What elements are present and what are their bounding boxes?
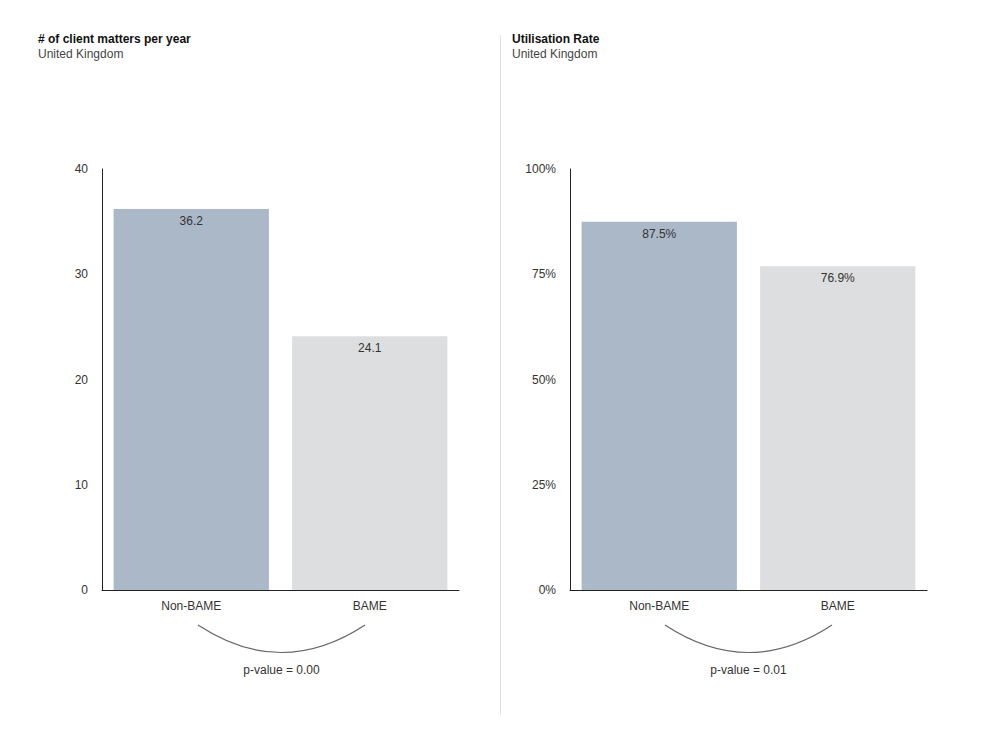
svg-text:Utilisation Rate: Utilisation Rate <box>512 32 600 46</box>
svg-text:BAME: BAME <box>353 599 387 613</box>
svg-text:75%: 75% <box>532 267 556 281</box>
svg-text:Non-BAME: Non-BAME <box>629 599 689 613</box>
svg-text:0%: 0% <box>539 583 557 597</box>
svg-text:76.9%: 76.9% <box>821 271 855 285</box>
svg-text:30: 30 <box>75 267 89 281</box>
svg-text:# of client matters per year: # of client matters per year <box>38 32 191 46</box>
svg-text:87.5%: 87.5% <box>642 227 676 241</box>
svg-text:50%: 50% <box>532 373 556 387</box>
svg-text:25%: 25% <box>532 478 556 492</box>
svg-text:United Kingdom: United Kingdom <box>512 47 597 61</box>
svg-text:24.1: 24.1 <box>358 341 382 355</box>
svg-text:10: 10 <box>75 478 89 492</box>
svg-text:100%: 100% <box>525 162 556 176</box>
svg-text:40: 40 <box>75 162 89 176</box>
svg-text:BAME: BAME <box>821 599 855 613</box>
svg-text:p-value = 0.01: p-value = 0.01 <box>710 663 787 677</box>
svg-text:United Kingdom: United Kingdom <box>38 47 123 61</box>
svg-text:20: 20 <box>75 373 89 387</box>
svg-text:p-value = 0.00: p-value = 0.00 <box>243 663 320 677</box>
svg-text:Non-BAME: Non-BAME <box>161 599 221 613</box>
svg-text:0: 0 <box>81 583 88 597</box>
svg-text:36.2: 36.2 <box>180 214 204 228</box>
